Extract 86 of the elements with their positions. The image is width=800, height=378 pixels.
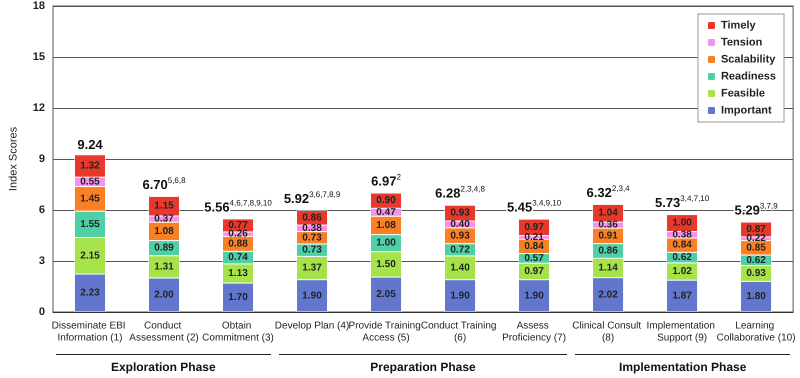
- data-label: 0.93: [450, 208, 470, 219]
- data-label: 1.90: [524, 290, 544, 302]
- total-label: 9.24: [77, 136, 104, 152]
- data-label: 0.77: [228, 220, 248, 231]
- data-label: 1.08: [154, 226, 174, 237]
- text: Preparation Phase: [369, 360, 477, 374]
- data-label: 0.37: [154, 214, 174, 225]
- y-tick-label: 3: [38, 255, 45, 267]
- y-tick-label: 18: [32, 0, 45, 12]
- data-label: 1.04: [598, 208, 618, 219]
- legend-label: Timely: [720, 20, 757, 32]
- x-tick-label: Assess Proficiency (7): [502, 320, 566, 344]
- data-label: 1.02: [672, 266, 692, 278]
- x-tick-label: Learning Collaborative (10): [716, 320, 796, 344]
- data-label: 0.38: [672, 229, 692, 240]
- data-label: 0.93: [746, 268, 766, 279]
- data-label: 1.45: [80, 193, 100, 204]
- data-label: 0.84: [524, 240, 544, 252]
- data-label: 0.89: [154, 242, 174, 254]
- data-label: 0.88: [228, 238, 248, 250]
- data-label: 2.00: [154, 290, 174, 300]
- data-label: 0.86: [302, 212, 322, 224]
- data-label: 0.57: [524, 252, 544, 264]
- y-tick-label: 12: [32, 102, 45, 114]
- data-label: 0.97: [524, 266, 544, 277]
- data-label: 0.40: [450, 218, 470, 230]
- y-axis-title: Index Scores: [8, 126, 20, 192]
- data-label: 2.05: [376, 289, 396, 300]
- data-label: 1.40: [450, 262, 470, 274]
- data-label: 1.70: [228, 292, 248, 304]
- data-label: 0.84: [672, 240, 692, 251]
- x-tick-label: Implementation Support (9): [646, 320, 718, 344]
- data-label: 0.36: [598, 220, 618, 231]
- data-label: 1.90: [450, 290, 470, 302]
- legend-label: Feasible: [720, 88, 766, 100]
- data-label: 0.73: [302, 232, 322, 244]
- y-tick-label: 15: [32, 51, 45, 63]
- x-tick-label: Obtain Commitment (3): [202, 320, 274, 344]
- data-label: 0.62: [672, 252, 692, 264]
- data-label: 1.32: [80, 160, 100, 172]
- text: Implementation Phase: [618, 360, 748, 374]
- data-label: 1.87: [672, 290, 692, 302]
- data-label: 1.00: [376, 238, 396, 249]
- x-tick-label: Disseminate EBI Information (1): [52, 320, 128, 344]
- data-label: 1.90: [302, 290, 322, 302]
- data-label: 2.02: [598, 289, 618, 300]
- legend-label: Readiness: [720, 70, 776, 82]
- x-tick-label: Clinical Consult (8): [572, 320, 644, 344]
- data-label: 0.74: [228, 252, 248, 264]
- data-label: 0.91: [598, 230, 618, 242]
- data-label: 2.15: [80, 250, 100, 262]
- data-label: 0.86: [598, 245, 618, 256]
- legend-label: Tension: [720, 36, 763, 48]
- data-label: 0.97: [524, 222, 544, 233]
- data-label: 0.26: [228, 228, 248, 240]
- data-label: 1.80: [746, 291, 766, 302]
- data-label: 1.31: [154, 261, 174, 272]
- y-tick-label: 9: [38, 153, 45, 165]
- data-label: 0.72: [450, 244, 470, 256]
- x-tick-label: Conduct Assessment (2): [129, 320, 199, 344]
- data-label: 1.55: [80, 218, 100, 230]
- data-label: 2.23: [80, 288, 100, 299]
- text: Exploration Phase: [110, 360, 217, 374]
- data-label: 0.85: [746, 242, 766, 254]
- legend-label: Scalability: [720, 54, 776, 66]
- data-label: 1.13: [228, 268, 248, 279]
- data-label: 1.14: [598, 262, 618, 274]
- y-tick-label: 6: [38, 204, 45, 216]
- data-label: 0.47: [376, 206, 396, 218]
- data-label: 1.50: [376, 258, 396, 270]
- data-label: 1.08: [376, 220, 396, 231]
- data-label: 1.15: [154, 200, 174, 212]
- x-tick-label: Provide Training Access (5): [348, 320, 421, 344]
- data-label: 0.87: [746, 224, 766, 235]
- data-label: 0.90: [376, 195, 396, 206]
- data-label: 0.62: [746, 254, 766, 266]
- x-tick-label: Conduct Training (6): [420, 320, 500, 344]
- data-label: 0.93: [450, 230, 470, 242]
- data-label: 0.38: [302, 222, 322, 234]
- y-tick-label: 0: [38, 306, 45, 318]
- data-label: 1.00: [672, 218, 692, 229]
- data-label: 0.73: [302, 244, 322, 256]
- data-label: 0.55: [80, 176, 100, 188]
- legend-label: Important: [720, 104, 772, 116]
- x-tick-label: Develop Plan (4): [274, 320, 350, 332]
- data-label: 1.37: [302, 262, 322, 274]
